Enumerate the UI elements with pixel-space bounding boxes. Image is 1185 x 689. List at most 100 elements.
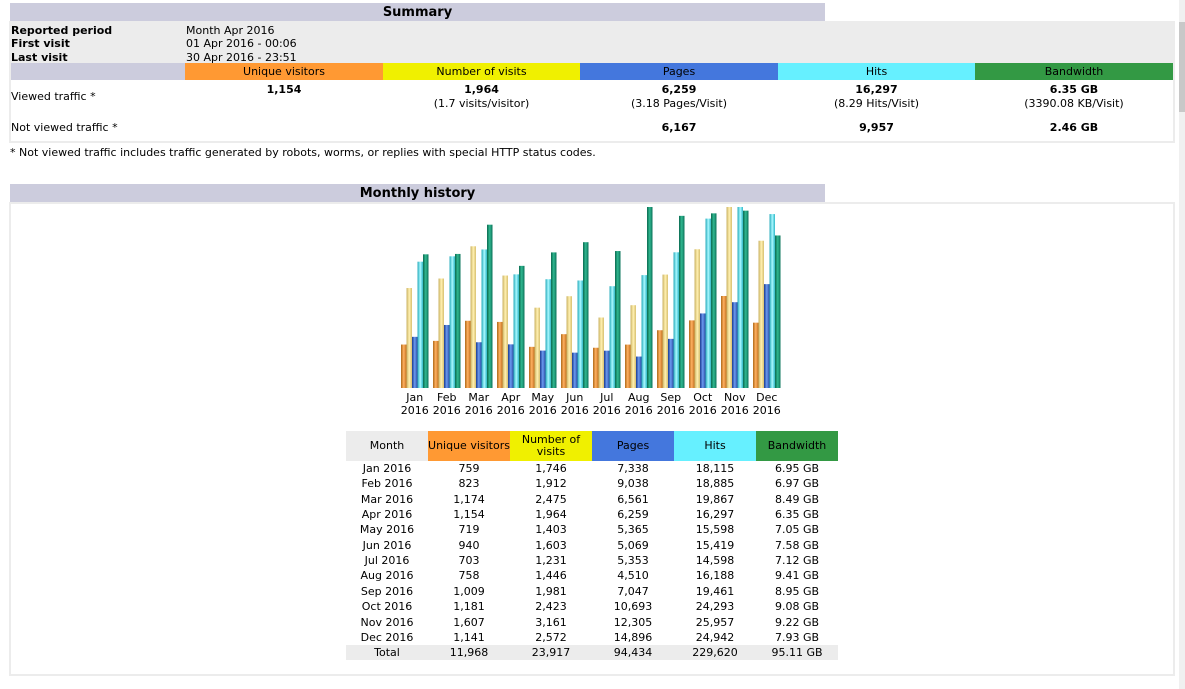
bar-visits — [534, 307, 540, 388]
bar-bandwidth — [711, 213, 717, 388]
viewed-visits-ratio: (1.7 visits/visitor) — [433, 97, 530, 110]
bar-visits — [502, 275, 508, 388]
reported-period-label: Reported period — [11, 24, 113, 37]
scrollbar-thumb[interactable] — [1179, 22, 1185, 112]
bar-pages — [732, 302, 738, 388]
bar-hits — [449, 256, 455, 388]
history-cell-pages: 10,693 — [613, 600, 653, 614]
history-cell-unique-visitors: 1,154 — [453, 508, 485, 522]
viewed-bandwidth-ratio: (3390.08 KB/Visit) — [1024, 97, 1124, 110]
chart-month-label: Dec — [756, 391, 777, 404]
history-header-unique-visitors: Unique visitors — [428, 431, 510, 461]
history-header-pages: Pages — [592, 431, 674, 461]
history-cell-month: Jun 2016 — [362, 538, 412, 552]
history-cell-hits: 15,419 — [695, 538, 735, 552]
viewed-pages: 6,259 — [661, 83, 697, 96]
chart-year-label: 2016 — [529, 404, 557, 417]
chart-year-label: 2016 — [561, 404, 589, 417]
bar-pages — [412, 336, 418, 388]
bar-visits — [630, 305, 636, 388]
chart-month-label: Aug — [628, 391, 649, 404]
bar-hits — [705, 218, 711, 388]
summary-info-band — [11, 23, 1173, 63]
viewed-pages-ratio: (3.18 Pages/Visit) — [630, 97, 728, 110]
history-cell-bandwidth: 7.05 GB — [774, 523, 820, 537]
scrollbar-track[interactable] — [1179, 0, 1185, 689]
summary-box — [9, 21, 1175, 143]
history-cell-visits: 1,981 — [535, 584, 567, 598]
bar-pages — [444, 324, 450, 388]
history-cell-visits: 1,603 — [535, 538, 567, 552]
history-cell-hits: 24,293 — [695, 600, 735, 614]
history-cell-pages: 5,365 — [617, 523, 649, 537]
bar-unique-visitors — [561, 334, 567, 388]
chart-month-label: Jul — [599, 391, 613, 404]
last-visit-label: Last visit — [11, 51, 68, 64]
history-cell-hits: 16,188 — [695, 569, 735, 583]
bar-visits — [438, 278, 444, 388]
not-viewed-bandwidth: 2.46 GB — [1049, 121, 1099, 134]
not-viewed-hits: 9,957 — [859, 121, 894, 134]
bar-hits — [641, 275, 647, 388]
first-visit-label: First visit — [11, 37, 70, 50]
bar-hits — [417, 261, 423, 388]
history-total-unique-visitors: 11,968 — [449, 646, 489, 660]
viewed-traffic-label: Viewed traffic * — [11, 90, 96, 103]
history-cell-pages: 6,561 — [617, 492, 649, 506]
history-cell-bandwidth: 8.95 GB — [774, 584, 820, 598]
history-cell-unique-visitors: 1,141 — [453, 630, 485, 644]
bar-visits — [758, 240, 764, 388]
bar-visits — [470, 246, 476, 388]
bar-bandwidth — [775, 235, 781, 388]
history-cell-visits: 1,912 — [535, 477, 567, 491]
bar-bandwidth — [647, 207, 653, 388]
bar-unique-visitors — [529, 346, 535, 388]
history-cell-month: Nov 2016 — [360, 615, 414, 629]
history-cell-bandwidth: 6.97 GB — [774, 477, 820, 491]
history-cell-visits: 1,446 — [535, 569, 567, 583]
bar-hits — [673, 252, 679, 388]
history-cell-hits: 16,297 — [695, 508, 735, 522]
chart-month-label: Sep — [660, 391, 681, 404]
monthly-history-title: Monthly history — [10, 184, 825, 204]
history-cell-bandwidth: 7.58 GB — [774, 538, 820, 552]
history-cell-pages: 7,338 — [617, 462, 649, 475]
reported-period-value: Month Apr 2016 — [186, 24, 275, 37]
summary-title: Summary — [10, 3, 825, 23]
chart-year-label: 2016 — [689, 404, 717, 417]
history-cell-pages: 14,896 — [613, 630, 653, 644]
history-cell-hits: 19,461 — [695, 584, 735, 598]
bar-unique-visitors — [497, 321, 503, 388]
bar-unique-visitors — [465, 320, 471, 388]
history-header-month: Month — [346, 431, 428, 461]
history-cell-month: Mar 2016 — [360, 492, 414, 506]
chart-year-label: 2016 — [721, 404, 749, 417]
bar-unique-visitors — [401, 344, 407, 388]
chart-year-label: 2016 — [593, 404, 621, 417]
history-cell-bandwidth: 7.12 GB — [774, 554, 820, 568]
history-cell-month: Dec 2016 — [360, 630, 414, 644]
history-cell-bandwidth: 7.93 GB — [774, 630, 820, 644]
bar-hits — [481, 249, 487, 388]
viewed-hits: 16,297 — [855, 83, 898, 96]
history-cell-month: Jul 2016 — [364, 554, 410, 568]
bar-bandwidth — [679, 215, 685, 388]
summary-header-visits: Number of visits — [383, 63, 580, 80]
bar-bandwidth — [615, 251, 621, 388]
history-cell-unique-visitors: 940 — [458, 538, 480, 552]
summary-header-bandwidth: Bandwidth — [975, 63, 1173, 80]
summary-header-hits: Hits — [778, 63, 975, 80]
history-cell-pages: 5,069 — [617, 538, 649, 552]
last-visit-value: 30 Apr 2016 - 23:51 — [186, 51, 297, 64]
chart-month-label: Jan — [405, 391, 423, 404]
bar-pages — [668, 338, 674, 388]
history-cell-unique-visitors: 703 — [458, 554, 480, 568]
bar-visits — [406, 288, 412, 388]
bar-hits — [737, 207, 743, 388]
bar-pages — [508, 344, 514, 388]
history-cell-bandwidth: 6.95 GB — [774, 462, 820, 475]
history-cell-visits: 1,231 — [535, 554, 567, 568]
chart-month-label: Feb — [437, 391, 456, 404]
bar-bandwidth — [455, 253, 461, 388]
bar-visits — [598, 317, 604, 388]
